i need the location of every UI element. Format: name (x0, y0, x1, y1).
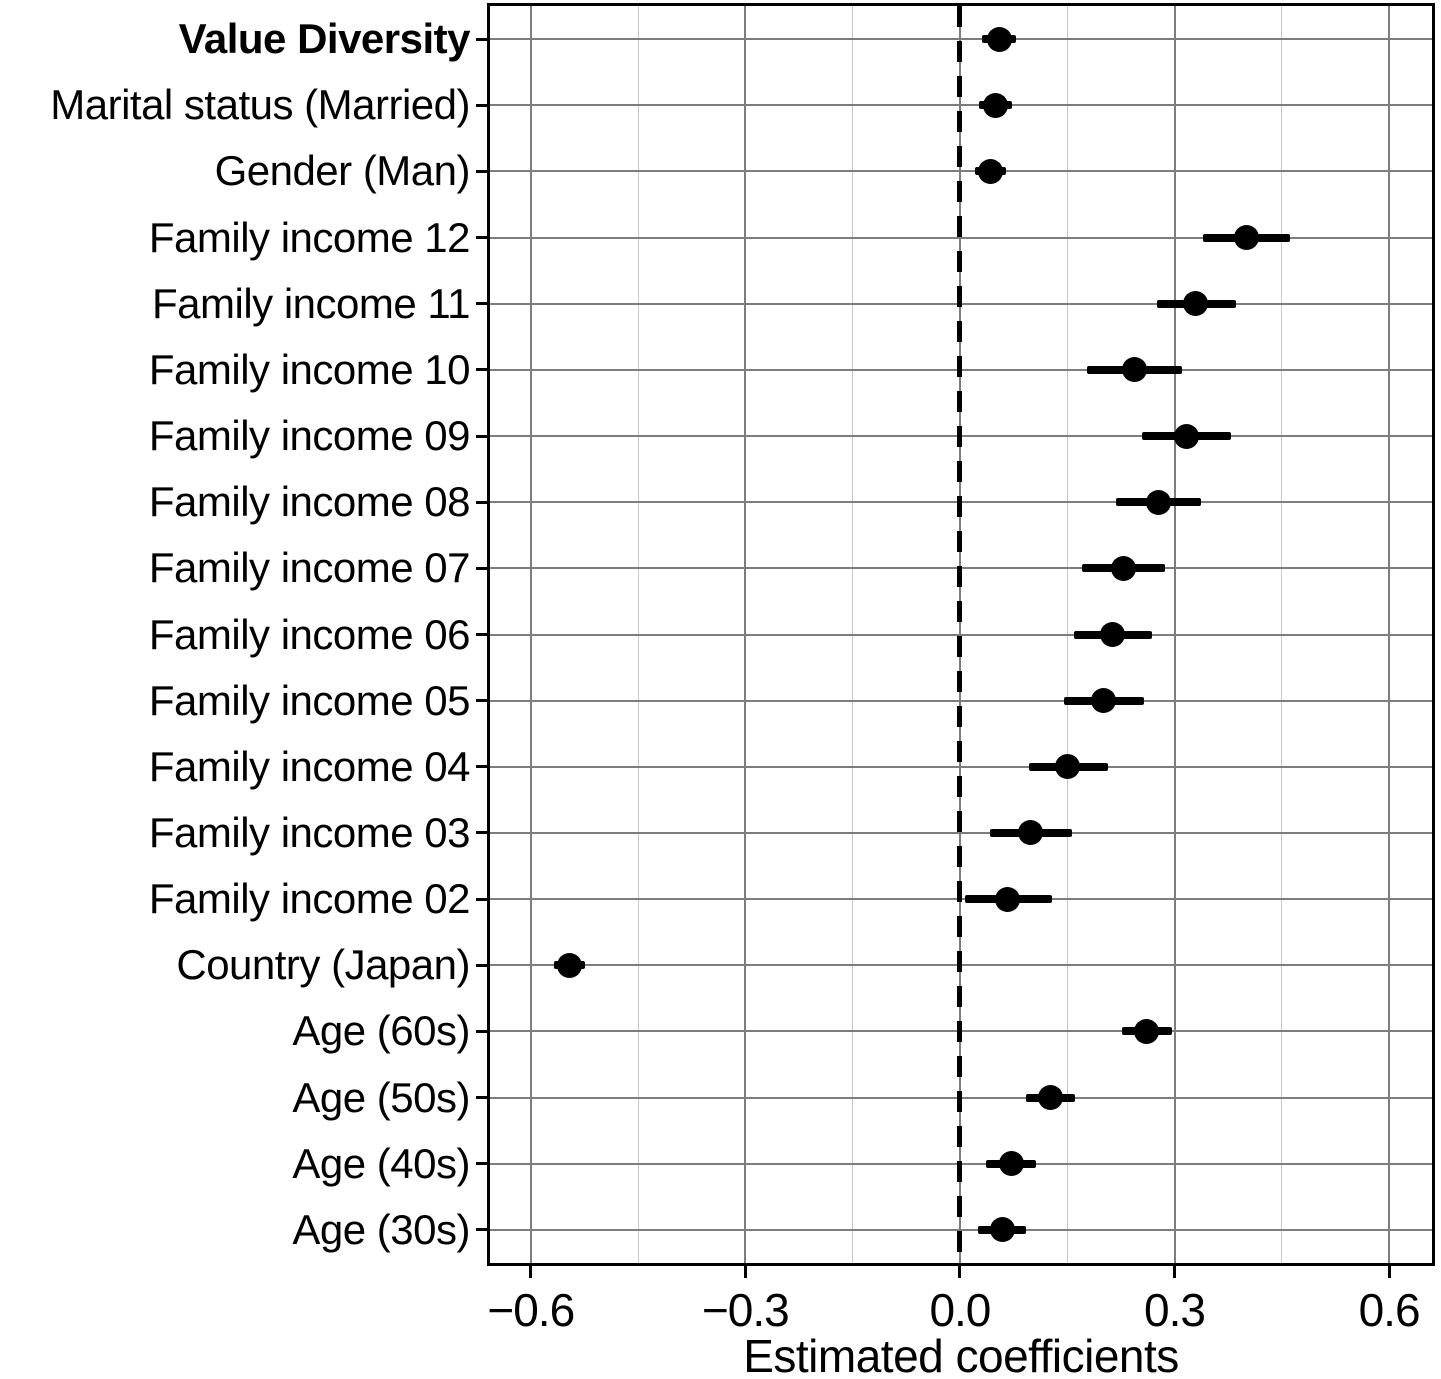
x-axis-tick (958, 1263, 962, 1278)
x-axis-tick (1173, 1263, 1176, 1278)
y-axis-tick (476, 103, 490, 107)
y-axis-tick (476, 633, 490, 636)
point-estimate (1183, 291, 1209, 317)
y-axis-label: Family income 07 (148, 544, 471, 592)
y-axis-label: Age (60s) (292, 1007, 470, 1055)
point-estimate (1233, 225, 1259, 251)
y-axis-tick (476, 1029, 490, 1033)
x-tick-label: 0.3 (1144, 1284, 1206, 1336)
y-axis-label: Country (Japan) (176, 941, 470, 989)
point-estimate (1134, 1018, 1160, 1044)
point-estimate (556, 952, 582, 978)
y-axis-label: Family income 12 (148, 213, 471, 261)
y-axis-label: Family income 08 (148, 478, 471, 526)
y-axis-label: Family income 05 (148, 676, 471, 724)
y-axis-label: Age (40s) (292, 1139, 470, 1187)
y-axis-label: Family income 02 (148, 875, 471, 923)
point-estimate (1145, 489, 1171, 515)
y-axis-tick (476, 831, 490, 835)
y-axis-label: Family income 03 (148, 808, 471, 856)
point-estimate (1037, 1085, 1063, 1111)
point-estimate (995, 886, 1021, 912)
plot-panel (487, 3, 1435, 1266)
y-axis-tick (476, 963, 490, 967)
point-estimate (1174, 423, 1200, 449)
x-tick-label: 0.6 (1358, 1284, 1421, 1336)
point-estimate (978, 158, 1004, 184)
y-axis-label: Family income 09 (148, 412, 471, 460)
y-axis-label: Gender (Man) (214, 147, 471, 195)
y-axis-tick (476, 236, 490, 240)
point-estimate (1055, 754, 1081, 780)
point-estimate (998, 1151, 1024, 1177)
y-axis-tick (476, 1162, 490, 1166)
y-axis-label: Age (50s) (292, 1073, 470, 1121)
zero-reference-line (957, 6, 963, 1263)
x-axis-tick (1387, 1263, 1391, 1278)
y-axis-label: Marital status (Married) (50, 81, 470, 129)
y-axis-tick (476, 897, 490, 901)
point-estimate (1110, 555, 1136, 581)
y-axis-tick (476, 368, 490, 372)
point-estimate (1121, 357, 1147, 383)
x-tick-label: −0.3 (701, 1284, 790, 1336)
x-axis-tick (743, 1263, 747, 1278)
x-axis-title: Estimated coefficients (743, 1330, 1179, 1379)
x-axis-tick (529, 1263, 533, 1278)
x-tick-label: 0.0 (929, 1284, 991, 1336)
point-estimate (983, 92, 1009, 118)
y-axis-label: Family income 10 (148, 345, 471, 393)
y-axis-tick (476, 37, 490, 41)
y-axis-tick (476, 699, 490, 703)
y-axis-label: Value Diversity (178, 15, 471, 63)
point-estimate (1100, 622, 1126, 647)
y-axis-tick (476, 566, 490, 570)
point-estimate (1018, 820, 1044, 846)
y-axis-tick (476, 434, 490, 438)
y-axis-label: Age (30s) (292, 1205, 470, 1253)
y-axis-tick (476, 1096, 490, 1100)
point-estimate (987, 26, 1013, 52)
y-axis-tick (476, 1228, 490, 1232)
y-axis-tick (476, 500, 490, 504)
y-axis-label: Family income 04 (148, 742, 471, 790)
point-estimate (1091, 688, 1117, 714)
y-axis-tick (476, 765, 490, 769)
y-axis-label: Family income 11 (152, 279, 471, 327)
x-tick-label: −0.6 (487, 1284, 575, 1336)
y-axis-label: Family income 06 (148, 610, 471, 658)
y-axis-tick (476, 169, 490, 173)
point-estimate (989, 1217, 1015, 1243)
y-axis-tick (476, 302, 490, 306)
